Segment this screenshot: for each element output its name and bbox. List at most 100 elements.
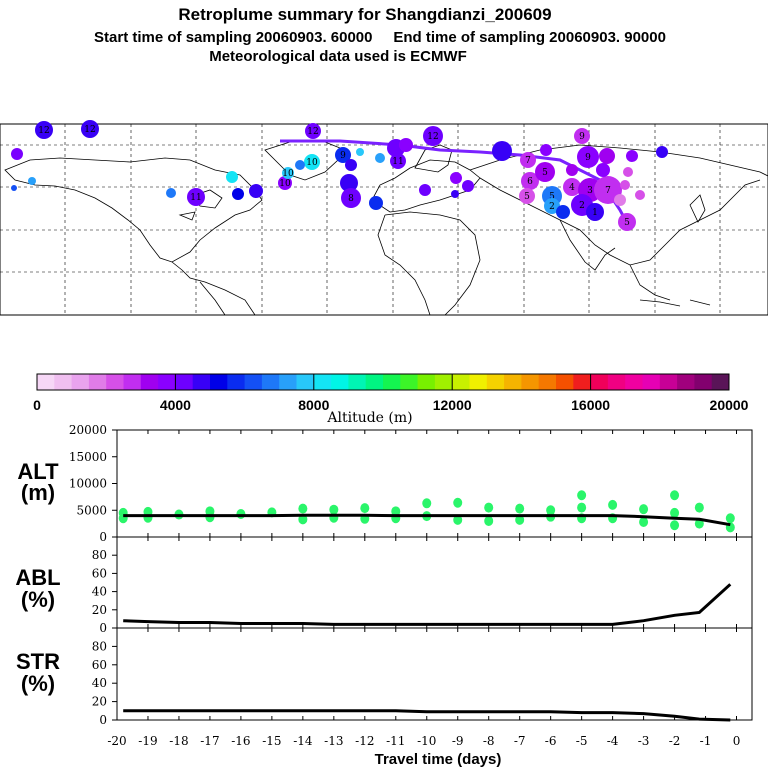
colorbar-cell — [383, 374, 401, 390]
coastline — [4, 157, 263, 263]
y-tick-label: 60 — [92, 658, 107, 672]
x-tick-label: -5 — [576, 734, 588, 748]
colorbar-cell — [659, 374, 678, 390]
y-tick-label: 40 — [92, 676, 107, 690]
x-tick-label: -11 — [386, 734, 405, 748]
plume-cluster — [399, 138, 413, 152]
abl-unit: (%) — [21, 587, 55, 612]
colorbar-frame — [36, 373, 730, 391]
altitude-sample-point — [725, 513, 735, 524]
x-axis-title: Travel time (days) — [375, 751, 502, 768]
altitude-sample-point — [670, 507, 680, 518]
plume-cluster — [451, 190, 459, 198]
y-tick-label: 0 — [99, 530, 107, 544]
coastline — [384, 211, 481, 316]
altitude-sample-point — [236, 508, 246, 519]
map-frame — [0, 123, 768, 316]
plume-cluster-label: 5 — [624, 218, 630, 228]
plume-cluster-label: 12 — [427, 132, 438, 142]
plume-cluster-label: 9 — [579, 132, 585, 142]
colorbar-cell — [486, 374, 505, 390]
abl-series-line — [123, 583, 732, 626]
coastline — [639, 299, 681, 307]
plume-cluster-label: 5 — [542, 168, 548, 178]
x-tick-label: -1 — [700, 734, 712, 748]
colorbar-tick-label: 0 — [33, 397, 41, 413]
plume-cluster-label: 11 — [392, 157, 403, 167]
y-tick-label: 5000 — [76, 503, 107, 517]
colorbar-cell — [313, 374, 332, 390]
plume-cluster-label: 9 — [585, 153, 591, 163]
plume-cluster — [187, 188, 205, 206]
colorbar-cell — [88, 374, 107, 390]
plume-cluster-label: 7 — [525, 156, 531, 166]
plume-cluster — [375, 153, 385, 163]
plume-cluster — [390, 153, 406, 169]
colorbar-cell — [296, 374, 315, 390]
plume-cluster — [226, 171, 238, 183]
plume-cluster-label: 12 — [84, 125, 95, 135]
colorbar-cell — [434, 374, 453, 390]
coastline — [178, 211, 196, 221]
x-tick-label: -8 — [483, 734, 495, 748]
altitude-sample-point — [577, 502, 587, 513]
str-unit: (%) — [21, 671, 55, 696]
altitude-sample-point — [639, 517, 649, 528]
time-series-panels: 05000100001500020000ALT(m)020406080ABL(%… — [15, 423, 753, 748]
altitude-panel: 0 5000 10000 15000 20000 ALT(m) — [17, 423, 753, 544]
altitude-sample-point — [515, 503, 525, 514]
x-tick-label: -20 — [107, 734, 126, 748]
plume-cluster — [586, 203, 604, 221]
colorbar-cell — [469, 374, 488, 390]
colorbar-cell — [210, 374, 228, 390]
plume-cluster — [614, 194, 626, 206]
colorbar-cell — [694, 374, 713, 390]
plume-cluster — [620, 180, 630, 190]
colorbar-cell — [521, 374, 540, 390]
colorbar-cell — [331, 374, 349, 390]
altitude-label: ALT — [17, 459, 59, 484]
plume-cluster — [574, 128, 590, 144]
x-tick-label: -6 — [545, 734, 557, 748]
plume-cluster — [492, 141, 512, 161]
plume-cluster — [556, 205, 570, 219]
plume-cluster-label: 4 — [569, 183, 575, 193]
plume-cluster-label: 11 — [190, 193, 201, 203]
colorbar-cell — [192, 374, 211, 390]
plume-cluster-label: 2 — [579, 201, 585, 211]
plume-cluster — [35, 121, 53, 139]
plume-cluster — [278, 176, 292, 190]
plume-cluster — [356, 148, 364, 156]
y-tick-label: 20 — [92, 695, 107, 709]
colorbar-tick-label: 16000 — [571, 397, 610, 413]
x-tick-label: -12 — [355, 734, 374, 748]
plume-cluster — [11, 148, 23, 160]
plume-cluster-label: 10 — [306, 158, 318, 168]
plume-cluster-label: 10 — [282, 169, 294, 179]
y-tick-label: 60 — [92, 566, 107, 580]
x-tick-label: -15 — [262, 734, 281, 748]
colorbar-cell — [590, 374, 609, 390]
altitude-sample-point — [484, 515, 494, 526]
altitude-sample-point — [298, 514, 308, 525]
colorbar-tick-label: 12000 — [433, 397, 472, 413]
plume-cluster — [423, 126, 443, 146]
colorbar-tick-label: 20000 — [710, 397, 749, 413]
met-data-note: Meteorological data used is ECMWF — [209, 48, 467, 65]
x-tick-label: -10 — [417, 734, 436, 748]
plume-cluster-label: 7 — [605, 186, 611, 196]
abl-label: ABL — [15, 565, 60, 590]
altitude-sample-point — [329, 504, 339, 515]
plume-cluster — [11, 185, 17, 191]
altitude-sample-point — [670, 490, 680, 501]
y-tick-label: 0 — [99, 713, 107, 727]
y-tick-label: 15000 — [69, 450, 107, 464]
plume-cluster — [596, 163, 610, 177]
plume-cluster — [249, 184, 263, 198]
altitude-sample-point — [391, 506, 401, 517]
str-label: STR — [16, 649, 60, 674]
plume-cluster — [341, 188, 361, 208]
altitude-sample-point — [639, 504, 649, 515]
plume-cluster-label: 10 — [279, 179, 291, 189]
plume-cluster-label: 12 — [307, 127, 318, 137]
